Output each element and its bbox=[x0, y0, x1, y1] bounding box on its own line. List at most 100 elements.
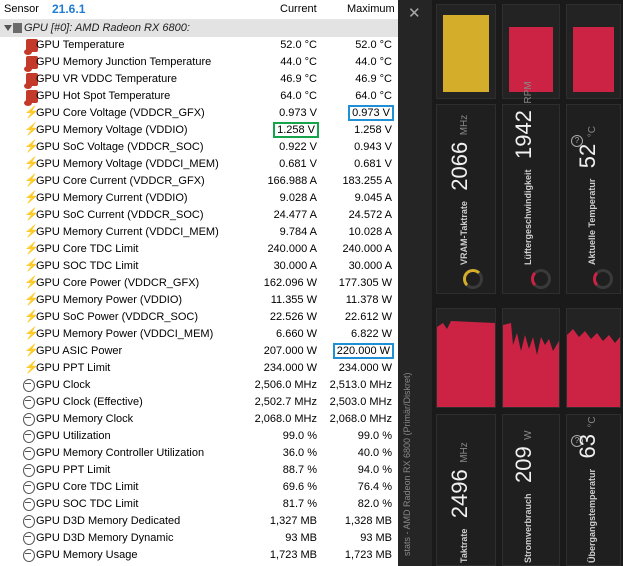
lightning-icon: ⚡ bbox=[24, 173, 39, 187]
lightning-icon: ⚡ bbox=[24, 258, 39, 272]
current-value: 0.973 V bbox=[279, 107, 317, 119]
sensor-name: GPU SOC TDC Limit bbox=[36, 498, 139, 510]
current-value: 22.526 W bbox=[269, 311, 317, 323]
temperature-label: Aktuelle Temperatur bbox=[587, 178, 597, 265]
vram-clock-unit: MHz bbox=[459, 114, 470, 136]
maximum-value: 99.0 % bbox=[357, 430, 392, 442]
table-row[interactable]: GPU Temperature 52.0 °C 52.0 °C bbox=[0, 37, 398, 55]
table-row[interactable]: GPU Clock 2,506.0 MHz 2,513.0 MHz bbox=[0, 377, 398, 394]
maximum-value: 2,503.0 MHz bbox=[329, 396, 392, 408]
maximum-value: 64.0 °C bbox=[355, 90, 392, 102]
lightning-icon: ⚡ bbox=[24, 190, 39, 204]
maximum-value: 30.000 A bbox=[348, 260, 392, 272]
column-header-current[interactable]: Current bbox=[280, 3, 317, 15]
maximum-value: 94.0 % bbox=[357, 464, 392, 476]
sensor-name: GPU Core Power (VDDCR_GFX) bbox=[36, 277, 200, 289]
sensor-name: GPU Memory Voltage (VDDCI_MEM) bbox=[36, 158, 219, 170]
maximum-value: 40.0 % bbox=[357, 447, 392, 459]
maximum-value: 24.572 A bbox=[348, 209, 392, 221]
maximum-value: 0.943 V bbox=[354, 141, 392, 153]
table-row[interactable]: ⚡ GPU Memory Current (VDDCI_MEM) 9.784 A 10… bbox=[0, 224, 398, 241]
table-row[interactable]: ⚡ GPU Core Power (VDDCR_GFX) 162.096 W 177.… bbox=[0, 275, 398, 292]
table-row[interactable]: GPU Hot Spot Temperature 64.0 °C 64.0 °C bbox=[0, 88, 398, 106]
current-value: 1,723 MB bbox=[269, 549, 317, 561]
current-value: 1,327 MB bbox=[269, 515, 317, 527]
overlay-sidebar: ✕ stats - AMD Radeon RX 6800 (Primär/Dis… bbox=[398, 0, 432, 566]
column-header-maximum[interactable]: Maximum bbox=[347, 3, 395, 15]
collapse-arrow-icon[interactable] bbox=[4, 25, 12, 31]
table-row[interactable]: GPU Clock (Effective) 2,502.7 MHz 2,503.0 … bbox=[0, 394, 398, 411]
gauge-icon bbox=[23, 481, 35, 494]
sensor-name: GPU Clock (Effective) bbox=[36, 396, 143, 408]
fan-speed-ring-icon bbox=[531, 269, 551, 289]
current-value: 52.0 °C bbox=[280, 39, 317, 51]
table-row[interactable]: ⚡ GPU SOC TDC Limit 30.000 A 30.000 A bbox=[0, 258, 398, 275]
table-row[interactable]: GPU Memory Junction Temperature 44.0 °C 44… bbox=[0, 54, 398, 72]
sensor-name: GPU Hot Spot Temperature bbox=[36, 90, 171, 102]
gauge-icon bbox=[23, 447, 35, 460]
lightning-icon: ⚡ bbox=[24, 207, 39, 221]
table-row[interactable]: ⚡ GPU Memory Voltage (VDDCI_MEM) 0.681 V 0.… bbox=[0, 156, 398, 173]
sensor-name: GPU SoC Current (VDDCR_SOC) bbox=[36, 209, 204, 221]
sensor-name: GPU SOC TDC Limit bbox=[36, 260, 139, 272]
sensor-name: GPU Memory Power (VDDIO) bbox=[36, 294, 183, 306]
table-row[interactable]: ⚡ GPU SoC Current (VDDCR_SOC) 24.477 A 24.5… bbox=[0, 207, 398, 224]
column-header-sensor[interactable]: Sensor bbox=[4, 3, 39, 15]
power-gauge-tile: Stromverbrauch 209 W bbox=[502, 414, 560, 566]
sensor-name: GPU Memory Usage bbox=[36, 549, 138, 561]
table-row[interactable]: ⚡ GPU Core Voltage (VDDCR_GFX) 0.973 V 0.97… bbox=[0, 105, 398, 122]
current-value: 0.922 V bbox=[279, 141, 317, 153]
help-icon[interactable]: ? bbox=[571, 135, 583, 147]
vram-clock-value: 2066 bbox=[447, 141, 472, 191]
gauge-icon bbox=[23, 464, 35, 477]
sensor-name: GPU Memory Junction Temperature bbox=[36, 56, 212, 68]
current-value: 6.660 W bbox=[276, 328, 317, 340]
sensor-name: GPU Core Voltage (VDDCR_GFX) bbox=[36, 107, 205, 119]
table-row[interactable]: ⚡ GPU Core Current (VDDCR_GFX) 166.988 A 18… bbox=[0, 173, 398, 190]
help-icon[interactable]: ? bbox=[571, 435, 583, 447]
table-row[interactable]: ⚡ GPU SoC Voltage (VDDCR_SOC) 0.922 V 0.943… bbox=[0, 139, 398, 156]
table-row[interactable]: ⚡ GPU SoC Power (VDDCR_SOC) 22.526 W 22.612… bbox=[0, 309, 398, 326]
table-row[interactable]: ⚡ GPU Memory Power (VDDIO) 11.355 W 11.378 … bbox=[0, 292, 398, 309]
maximum-value: 44.0 °C bbox=[355, 56, 392, 68]
temperature-gauge-tile: ? Aktuelle Temperatur 52 °C bbox=[566, 104, 621, 294]
vram-clock-bar bbox=[443, 15, 489, 92]
maximum-value: 240.000 A bbox=[342, 243, 392, 255]
current-value: 44.0 °C bbox=[280, 56, 317, 68]
table-row[interactable]: ⚡ GPU Core TDC Limit 240.000 A 240.000 A bbox=[0, 241, 398, 258]
table-header: Sensor 21.6.1 Current Maximum bbox=[0, 0, 398, 20]
table-row[interactable]: GPU Memory Clock 2,068.0 MHz 2,068.0 MHz bbox=[0, 411, 398, 428]
sensor-name: GPU Memory Current (VDDIO) bbox=[36, 192, 188, 204]
table-row[interactable]: GPU Core TDC Limit 69.6 % 76.4 % bbox=[0, 479, 398, 496]
gauge-icon bbox=[23, 515, 35, 528]
sensor-name: GPU D3D Memory Dynamic bbox=[36, 532, 174, 544]
sensor-name: GPU SoC Power (VDDCR_SOC) bbox=[36, 311, 198, 323]
current-value: 64.0 °C bbox=[280, 90, 317, 102]
maximum-value: 0.973 V bbox=[348, 105, 394, 121]
table-row[interactable]: ⚡ GPU Memory Voltage (VDDIO) 1.258 V 1.258 … bbox=[0, 122, 398, 139]
table-row[interactable]: GPU Memory Controller Utilization 36.0 % 4… bbox=[0, 445, 398, 462]
table-row[interactable]: GPU VR VDDC Temperature 46.9 °C 46.9 °C bbox=[0, 71, 398, 89]
table-row[interactable]: ⚡ GPU Memory Power (VDDCI_MEM) 6.660 W 6.82… bbox=[0, 326, 398, 343]
current-value: 162.096 W bbox=[263, 277, 317, 289]
table-row[interactable]: ⚡ GPU PPT Limit 234.000 W 234.000 W bbox=[0, 360, 398, 377]
power-value: 209 bbox=[511, 446, 536, 484]
table-row[interactable]: ⚡ GPU Memory Current (VDDIO) 9.028 A 9.045 … bbox=[0, 190, 398, 207]
sensor-name: GPU D3D Memory Dedicated bbox=[36, 515, 181, 527]
table-row[interactable]: GPU D3D Memory Dedicated 1,327 MB 1,328 MB bbox=[0, 513, 398, 530]
table-row[interactable]: ⚡ GPU ASIC Power 207.000 W 220.000 W bbox=[0, 343, 398, 360]
table-row[interactable]: GPU Utilization 99.0 % 99.0 % bbox=[0, 428, 398, 445]
maximum-value: 9.045 A bbox=[354, 192, 392, 204]
close-icon[interactable]: ✕ bbox=[408, 5, 421, 22]
current-value: 46.9 °C bbox=[280, 73, 317, 85]
table-row[interactable]: GPU PPT Limit 88.7 % 94.0 % bbox=[0, 462, 398, 479]
table-row[interactable]: GPU D3D Memory Dynamic 93 MB 93 MB bbox=[0, 530, 398, 547]
overlay-title: stats - AMD Radeon RX 6800 (Primär/Diskr… bbox=[402, 372, 412, 556]
table-row[interactable]: GPU Memory Usage 1,723 MB 1,723 MB bbox=[0, 547, 398, 564]
maximum-value: 10.028 A bbox=[348, 226, 392, 238]
fan-speed-bar bbox=[509, 26, 553, 92]
table-row[interactable]: GPU SOC TDC Limit 81.7 % 82.0 % bbox=[0, 496, 398, 513]
maximum-value: 0.681 V bbox=[354, 158, 392, 170]
gpu-group-row[interactable]: GPU [#0]: AMD Radeon RX 6800: bbox=[0, 20, 398, 37]
gauge-icon bbox=[23, 379, 35, 392]
